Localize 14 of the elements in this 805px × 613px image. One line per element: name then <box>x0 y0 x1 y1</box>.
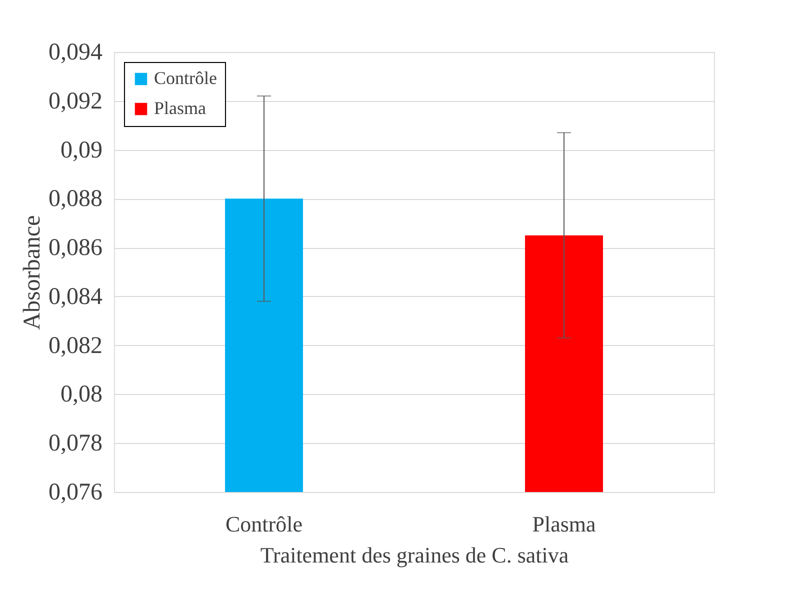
y-tick-label: 0,076 <box>48 480 102 506</box>
y-tick-label: 0,094 <box>48 40 102 66</box>
legend-label: Plasma <box>154 98 206 118</box>
y-tick-label: 0,092 <box>48 88 102 114</box>
y-tick-label: 0,082 <box>48 332 102 359</box>
y-tick-label: 0,078 <box>48 430 102 457</box>
y-tick-label: 0,08 <box>60 382 102 408</box>
y-tick-label: 0,09 <box>60 137 102 164</box>
y-tick-label: 0,086 <box>48 235 102 262</box>
legend-label: Contrôle <box>154 68 217 88</box>
y-tick-label: 0,088 <box>48 186 102 212</box>
y-tick-label: 0,084 <box>48 284 102 310</box>
y-axis-title: Absorbance <box>20 215 46 330</box>
x-axis-title: Traitement des graines de C. sativa <box>260 542 569 568</box>
